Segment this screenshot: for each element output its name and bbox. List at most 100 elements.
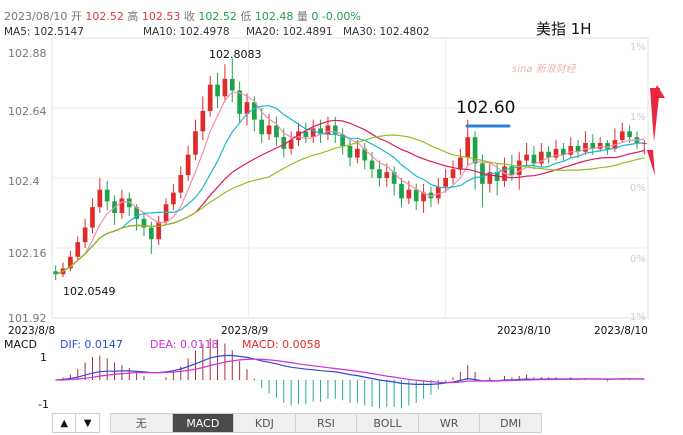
candle-body: [148, 227, 154, 240]
candle-body: [384, 172, 390, 178]
annotation-arrow-down: [647, 150, 655, 176]
candle-body: [516, 160, 522, 176]
candle-body: [641, 143, 647, 144]
candle-body: [538, 151, 544, 164]
candle-body: [325, 125, 331, 135]
candle-body: [82, 227, 88, 243]
price-annotation: 102.60: [456, 98, 516, 118]
y-tick-label: 102.64: [8, 105, 47, 118]
candle-body: [229, 78, 235, 91]
candle-body: [450, 169, 456, 178]
change-value: -0.00%: [321, 10, 361, 23]
tab-boll[interactable]: BOLL: [357, 413, 419, 433]
x-date-label: 2023/8/8: [8, 325, 56, 337]
candle-body: [237, 90, 242, 114]
candle-body: [472, 137, 478, 164]
candle-body: [141, 218, 147, 228]
pct-tick-label: 1%: [630, 42, 646, 53]
candle-body: [126, 198, 132, 208]
ma10-line: [55, 105, 645, 275]
open-label: 开: [70, 10, 82, 23]
y-tick-label: 102.88: [8, 47, 47, 60]
candle-body: [458, 157, 463, 170]
candle-body: [590, 143, 596, 149]
candle-body: [296, 131, 301, 141]
macd-title: MACD: [4, 338, 37, 351]
candle-body: [163, 204, 169, 222]
indicator-tab-bar: ▲ ▼ 无 MACD KDJ RSI BOLL WR DMI: [52, 413, 542, 433]
volume-label: 量: [296, 10, 308, 23]
candle-body: [68, 256, 73, 269]
pct-tick-label: 0%: [630, 183, 646, 194]
candle-body: [97, 189, 103, 208]
macd-value-label: MACD: 0.0058: [242, 338, 321, 351]
tab-wr[interactable]: WR: [418, 413, 481, 433]
candle-body: [421, 192, 426, 202]
candle-body: [274, 125, 279, 138]
candle-body: [171, 192, 176, 205]
dea-label: DEA: 0.0118: [150, 338, 219, 351]
candle-body: [251, 102, 257, 120]
x-date-label: 2023/8/10: [594, 325, 648, 337]
high-value: 102.53: [141, 10, 181, 23]
candle-body: [215, 84, 220, 97]
candle-body: [553, 148, 559, 158]
volume-value: 0: [311, 10, 319, 23]
candle-body: [583, 143, 588, 152]
ma5-line: [55, 91, 645, 275]
candle-body: [90, 207, 95, 228]
macd-y-tick: 1: [40, 351, 47, 364]
candle-body: [222, 78, 228, 97]
candle-body: [443, 178, 449, 187]
candle-body: [531, 154, 537, 164]
scroll-down-button[interactable]: ▼: [76, 413, 100, 433]
candle-body: [627, 131, 632, 138]
candle-body: [465, 137, 471, 158]
quote-date: 2023/08/10: [4, 10, 68, 23]
annotation-arrow-up-head: [652, 85, 665, 98]
candle-body: [391, 172, 397, 184]
low-label: 低: [240, 10, 252, 23]
pct-tick-label: 1%: [630, 112, 646, 123]
candle-body: [259, 119, 265, 135]
sina-watermark-logo: sina 新浪财经: [512, 64, 576, 75]
candle-body: [244, 102, 250, 114]
candle-body: [369, 160, 375, 170]
y-tick-label: 101.92: [8, 312, 47, 325]
candle-body: [347, 145, 353, 158]
annotation-arrow-up: [650, 88, 660, 142]
candle-body: [75, 242, 81, 257]
candle-body: [185, 154, 191, 176]
low-value: 102.48: [254, 10, 294, 23]
dif-label: DIF: 0.0147: [60, 338, 123, 351]
tab-macd[interactable]: MACD: [172, 413, 235, 433]
candle-body: [178, 175, 184, 193]
ma5-label: MA5: 102.5147: [4, 26, 84, 38]
candle-body: [524, 154, 529, 161]
candle-body: [435, 186, 441, 199]
candle-body: [575, 145, 581, 152]
candle-body: [619, 131, 625, 141]
candle-body: [207, 84, 213, 111]
max-price-label: 102.8083: [209, 48, 262, 61]
candle-body: [318, 128, 323, 135]
candle-body: [605, 143, 610, 149]
candle-body: [134, 207, 139, 219]
candle-body: [413, 189, 419, 202]
candle-body: [193, 131, 198, 155]
candle-body: [377, 169, 382, 178]
candle-body: [340, 134, 345, 146]
candle-body: [362, 148, 368, 161]
x-date-label: 2023/8/10: [497, 325, 551, 337]
pct-tick-label: 0%: [630, 254, 646, 265]
candle-body: [561, 148, 566, 155]
candle-body: [487, 172, 493, 184]
scroll-up-button[interactable]: ▲: [52, 413, 77, 433]
candle-body: [568, 145, 574, 155]
tab-rsi[interactable]: RSI: [295, 413, 358, 433]
tab-dmi[interactable]: DMI: [480, 413, 542, 433]
tab-none[interactable]: 无: [109, 413, 173, 433]
candle-body: [156, 221, 162, 240]
tab-kdj[interactable]: KDJ: [234, 413, 296, 433]
